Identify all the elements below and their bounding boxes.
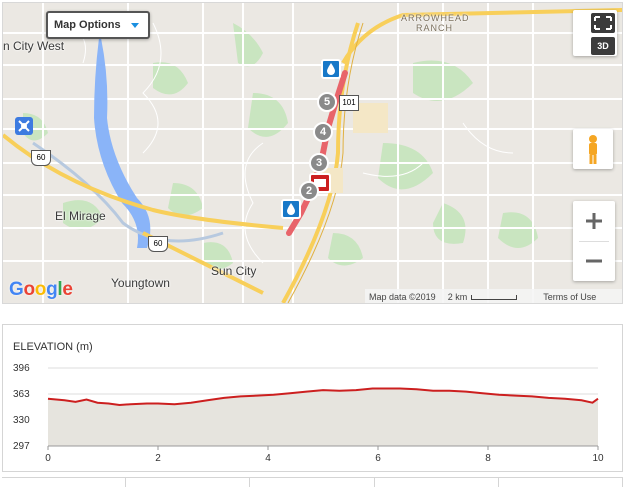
google-logo-letter: o	[23, 279, 35, 300]
zoom-controls	[573, 201, 615, 281]
waypoint-marker-2[interactable]: 2	[299, 181, 319, 201]
route-map[interactable]: n City West El Mirage Youngtown Sun City…	[2, 2, 623, 304]
waypoint-marker-5[interactable]: 5	[317, 92, 337, 112]
water-drop-icon[interactable]	[281, 199, 301, 219]
fullscreen-icon	[594, 16, 612, 30]
waypoint-marker-3[interactable]: 3	[309, 153, 329, 173]
place-label-youngtown: Youngtown	[111, 276, 170, 290]
stats-cell	[2, 478, 127, 487]
map-options-label: Map Options	[54, 19, 121, 31]
wash	[32, 141, 224, 243]
google-logo-letter: e	[62, 279, 73, 300]
highway-shield-60: 60	[31, 150, 51, 166]
y-tick-label: 363	[13, 389, 30, 400]
stats-cell	[126, 478, 251, 487]
highway-edges	[287, 22, 364, 303]
place-label-arrowhead: ARROWHEAD	[401, 13, 470, 23]
map-attribution: Map data ©2019 2 km Terms of Use	[365, 289, 622, 303]
highway-shield-60: 60	[148, 236, 168, 252]
place-label-el-mirage: El Mirage	[55, 209, 106, 223]
highway-shield-101: 101	[339, 95, 359, 111]
waypoint-marker-4[interactable]: 4	[313, 122, 333, 142]
x-tick-label: 10	[592, 453, 604, 464]
zoom-divider	[579, 241, 609, 242]
x-tick-label: 0	[45, 453, 51, 464]
map-options-dropdown[interactable]: Map Options	[46, 11, 150, 39]
stats-cell	[375, 478, 499, 487]
minus-icon	[586, 259, 602, 263]
water-drop-icon[interactable]	[321, 59, 341, 79]
zoom-in-button[interactable]	[573, 201, 615, 241]
plus-icon	[586, 213, 602, 229]
interchange-icon[interactable]	[15, 117, 33, 135]
elevation-line[interactable]	[47, 387, 599, 407]
stats-cell	[499, 478, 624, 487]
fullscreen-button[interactable]	[591, 13, 615, 33]
x-tick-label: 4	[265, 453, 271, 464]
map-data-text: Map data ©2019	[369, 292, 436, 302]
3d-button[interactable]: 3D	[591, 37, 615, 55]
google-logo-letter: G	[9, 279, 24, 300]
y-tick-label: 330	[13, 415, 30, 426]
place-label-sun-city-west: n City West	[3, 39, 65, 53]
google-logo: Google	[9, 279, 73, 301]
street-view-button[interactable]	[573, 129, 613, 169]
scale-label: 2 km	[447, 292, 468, 302]
river	[94, 38, 151, 248]
place-label-ranch: RANCH	[416, 23, 454, 33]
stats-bar	[2, 477, 624, 487]
y-tick-label: 396	[13, 363, 30, 374]
terms-of-use-link[interactable]: Terms of Use	[543, 292, 597, 302]
elevation-panel: ELEVATION (m) 396 363 330 297 0 2 4 6 8 …	[2, 324, 623, 472]
elevation-chart[interactable]	[3, 325, 624, 473]
x-tick-label: 6	[375, 453, 381, 464]
elevation-area	[48, 388, 598, 446]
scale-bar	[471, 294, 518, 300]
zoom-out-button[interactable]	[573, 241, 615, 281]
google-logo-letter: o	[34, 279, 47, 300]
y-tick-label: 297	[13, 441, 30, 452]
stats-cell	[250, 478, 375, 487]
pegman-icon	[589, 135, 597, 164]
x-tick-label: 8	[485, 453, 491, 464]
map-view-controls: 3D	[573, 10, 617, 56]
google-logo-letter: g	[46, 279, 58, 300]
elevation-title: ELEVATION (m)	[13, 341, 93, 353]
google-logo-letter: l	[57, 279, 63, 300]
place-label-sun-city: Sun City	[211, 264, 257, 278]
x-tick-label: 2	[155, 453, 161, 464]
caret-down-icon	[131, 23, 139, 28]
